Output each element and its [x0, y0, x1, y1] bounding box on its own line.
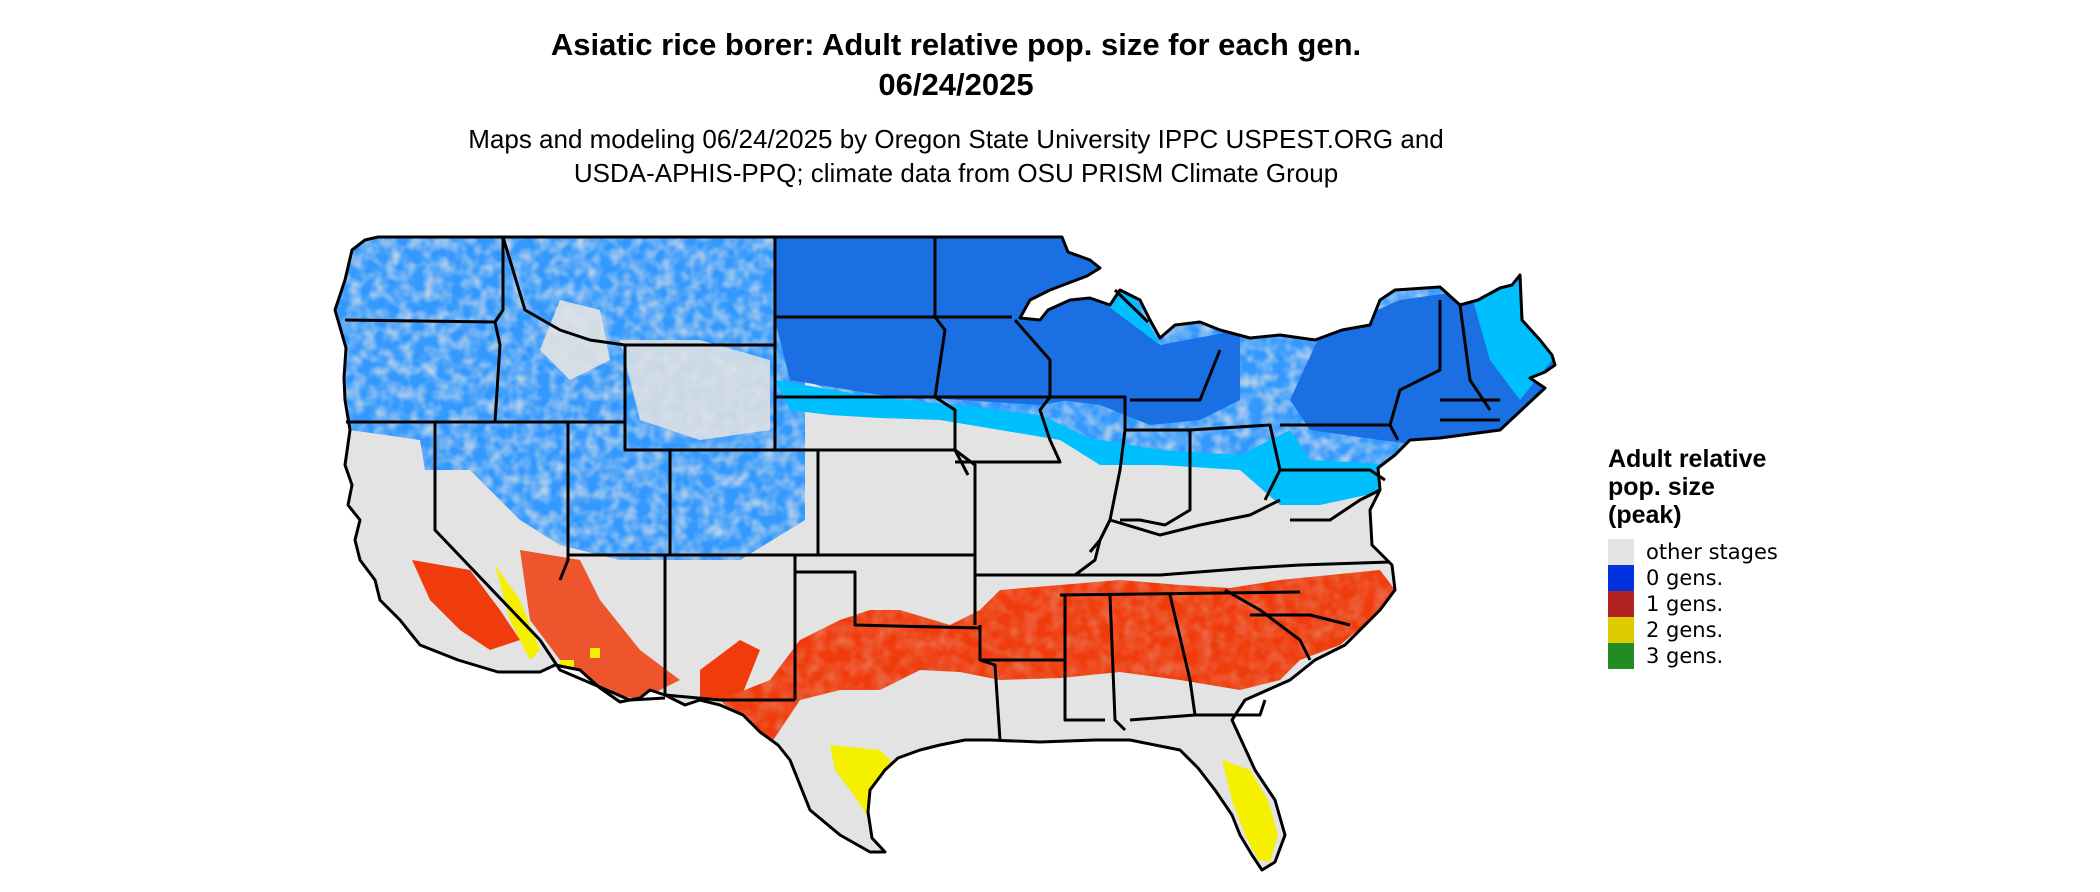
region-2-gens-arizona-spot-2 [590, 648, 600, 658]
legend-swatch-0-gens [1608, 565, 1634, 591]
legend-title-line2: pop. size [1608, 473, 1715, 501]
legend-swatch-3-gens [1608, 643, 1634, 669]
map-title-line1: Asiatic rice borer: Adult relative pop. … [550, 27, 1362, 62]
legend-title-line1: Adult relative [1608, 445, 1767, 473]
region-1-gens-texture [720, 570, 1395, 745]
legend-swatch-2-gens [1608, 617, 1634, 643]
border-mn-nd [933, 237, 947, 398]
map-subtitle-line1: Maps and modeling 06/24/2025 by Oregon S… [468, 124, 1444, 154]
region-1-gens-california [412, 560, 520, 650]
border-nv-ut [558, 422, 570, 581]
border-mn-wi [1013, 319, 1052, 397]
border-mi-lower [1130, 349, 1222, 402]
map-title-date: 06/24/2025 [878, 67, 1034, 102]
border-ia-mo [955, 396, 1062, 464]
border-pa-south [1280, 468, 1386, 482]
border-in [1120, 428, 1192, 527]
border-tn-ky-north [1075, 560, 1391, 577]
border-mo-ar [975, 539, 1102, 577]
border-wa-or [344, 318, 496, 324]
legend-title-line3: (peak) [1608, 501, 1682, 529]
region-0-gens-light-band [775, 380, 1400, 505]
border-oh [1189, 423, 1282, 501]
legend-swatch-1-gens [1608, 591, 1634, 617]
border-tn-south [1059, 590, 1301, 597]
border-ok-tx [795, 570, 981, 630]
border-ky-north [1109, 498, 1281, 537]
region-2-gens-florida [1222, 760, 1278, 862]
border-ky-west [1098, 519, 1112, 541]
border-ar-la [978, 625, 1002, 741]
border-ms [1063, 595, 1105, 722]
border-ny-vt [1388, 300, 1442, 426]
border-az-south [538, 639, 666, 702]
border-ca-nv [433, 422, 542, 642]
region-1-gens-arizona [520, 550, 680, 700]
west-gray-patch-2 [620, 340, 770, 440]
border-nm-south [664, 693, 795, 702]
border-id-west [493, 237, 505, 423]
region-0-gens-dark-lakes [1010, 295, 1240, 425]
border-wy-ut [623, 345, 672, 555]
legend-label-other-stages: other stages [1646, 540, 1778, 564]
border-ms-al [1108, 594, 1127, 732]
border-va-wv [1290, 488, 1381, 522]
state-borders [333, 235, 1557, 872]
legend-label-3-gens: 3 gens. [1646, 644, 1724, 668]
legend-label-0-gens: 0 gens. [1646, 566, 1724, 590]
border-mo-west [954, 448, 977, 625]
us-outline [333, 235, 1557, 872]
border-ga-fl [1195, 699, 1267, 717]
legend-label-2-gens: 2 gens. [1646, 618, 1724, 642]
legend-swatch-other-stages [1608, 539, 1634, 565]
border-nc-sc [1250, 613, 1351, 627]
border-ga-sc [1224, 588, 1312, 661]
region-2-gens-california [495, 565, 540, 660]
legend-label-1-gens: 1 gens. [1646, 592, 1724, 616]
border-al-ga [1129, 594, 1197, 722]
border-sd-ne [775, 395, 957, 450]
border-mi-upper [1113, 288, 1150, 324]
west-gray-coast [350, 430, 430, 560]
west-gray-patch-1 [540, 300, 610, 380]
region-1-gens-nm-border [700, 640, 760, 700]
map-subtitle-line2: USDA-APHIS-PPQ; climate data from OSU PR… [573, 158, 1339, 188]
